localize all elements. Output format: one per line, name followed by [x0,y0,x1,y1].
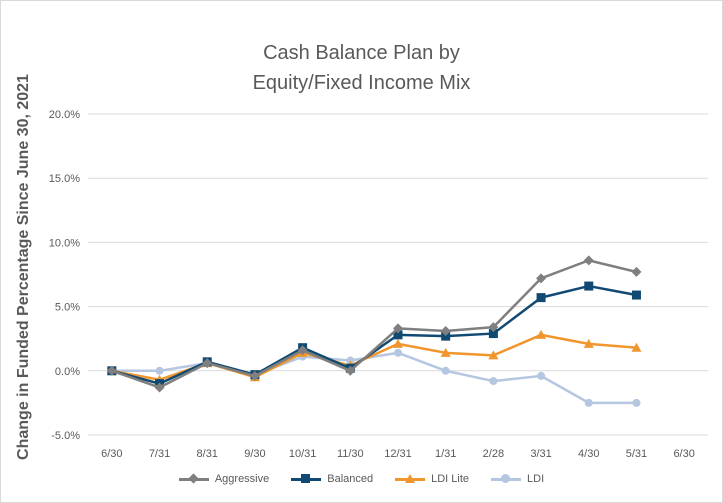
chart-title-line-1: Cash Balance Plan by [263,42,460,64]
x-tick-label: 10/31 [289,448,317,460]
y-tick-label: 0.0% [55,366,80,378]
data-point-ldi [441,366,450,375]
legend-label-ldi: LDI [527,473,545,485]
legend-swatch-aggressive [178,473,209,484]
legend-label-balanced: Balanced [327,473,374,485]
y-tick-label: 20.0% [49,109,80,121]
data-point-aggressive [154,382,165,393]
data-point-ldi [346,356,355,365]
data-point-ldi-lite [393,338,403,348]
legend-swatch-balanced [291,474,322,484]
data-point-balanced [584,281,594,291]
data-point-ldi [489,377,498,386]
y-tick-label: 15.0% [49,173,80,185]
data-point-balanced [631,290,641,300]
series-line-ldi [111,351,637,405]
x-tick-label: 8/31 [197,448,218,460]
data-point-ldi [537,371,546,380]
data-point-ldi-lite [536,329,547,339]
x-tick-label: 4/30 [578,448,599,460]
x-tick-label: 1/31 [435,448,456,460]
data-point-balanced [393,330,403,340]
x-tick-label: 12/31 [384,448,412,460]
y-tick-label: 5.0% [55,302,80,314]
data-point-balanced [441,331,451,341]
legend-swatch-ldi-lite [395,474,426,484]
legend-item-balanced: Balanced [291,473,373,485]
data-point-aggressive [345,365,356,376]
data-point-aggressive [583,255,594,266]
data-point-ldi [155,366,164,375]
data-point-ldi-lite [440,347,451,357]
x-tick-label: 11/30 [337,448,364,460]
data-point-aggressive [440,325,451,336]
legend-item-ldi: LDI [491,473,544,485]
y-tick-label: -5.0% [51,430,80,442]
x-tick-label: 6/30 [673,448,694,460]
data-point-aggressive [297,345,308,356]
data-point-aggressive [106,365,117,376]
data-point-balanced [536,293,546,303]
data-point-ldi [632,398,641,407]
x-tick-label: 2/28 [483,448,504,460]
x-tick-label: 9/30 [244,448,265,460]
data-point-ldi [584,398,593,407]
x-tick-label: 5/31 [626,448,647,460]
x-tick-label: 3/31 [530,448,551,460]
data-point-aggressive [249,370,260,381]
data-point-balanced [488,329,498,339]
legend-label-aggressive: Aggressive [214,473,270,485]
legend-label-ldi-lite: LDI Lite [431,473,470,485]
data-point-aggressive [202,358,213,369]
series-line-balanced [111,284,637,385]
data-point-aggressive [488,322,499,333]
data-point-aggressive [631,266,642,277]
chart-legend: Aggressive Balanced LDI Lite LDI [0,473,723,485]
series-line-aggressive [111,259,637,389]
chart-title-line-2: Equity/Fixed Income Mix [252,72,471,94]
legend-item-aggressive: Aggressive [178,473,270,485]
data-point-aggressive [536,273,547,284]
data-point-ldi-lite [631,342,642,352]
data-point-ldi-lite [583,338,594,348]
data-point-ldi [394,348,402,357]
legend-swatch-ldi [491,474,522,484]
x-tick-label: 6/30 [101,448,122,460]
y-tick-label: 10.0% [49,237,80,249]
x-tick-label: 7/31 [149,448,170,460]
legend-item-ldi-lite: LDI Lite [395,473,469,485]
data-point-ldi-lite [488,350,499,360]
data-point-aggressive [393,323,403,334]
